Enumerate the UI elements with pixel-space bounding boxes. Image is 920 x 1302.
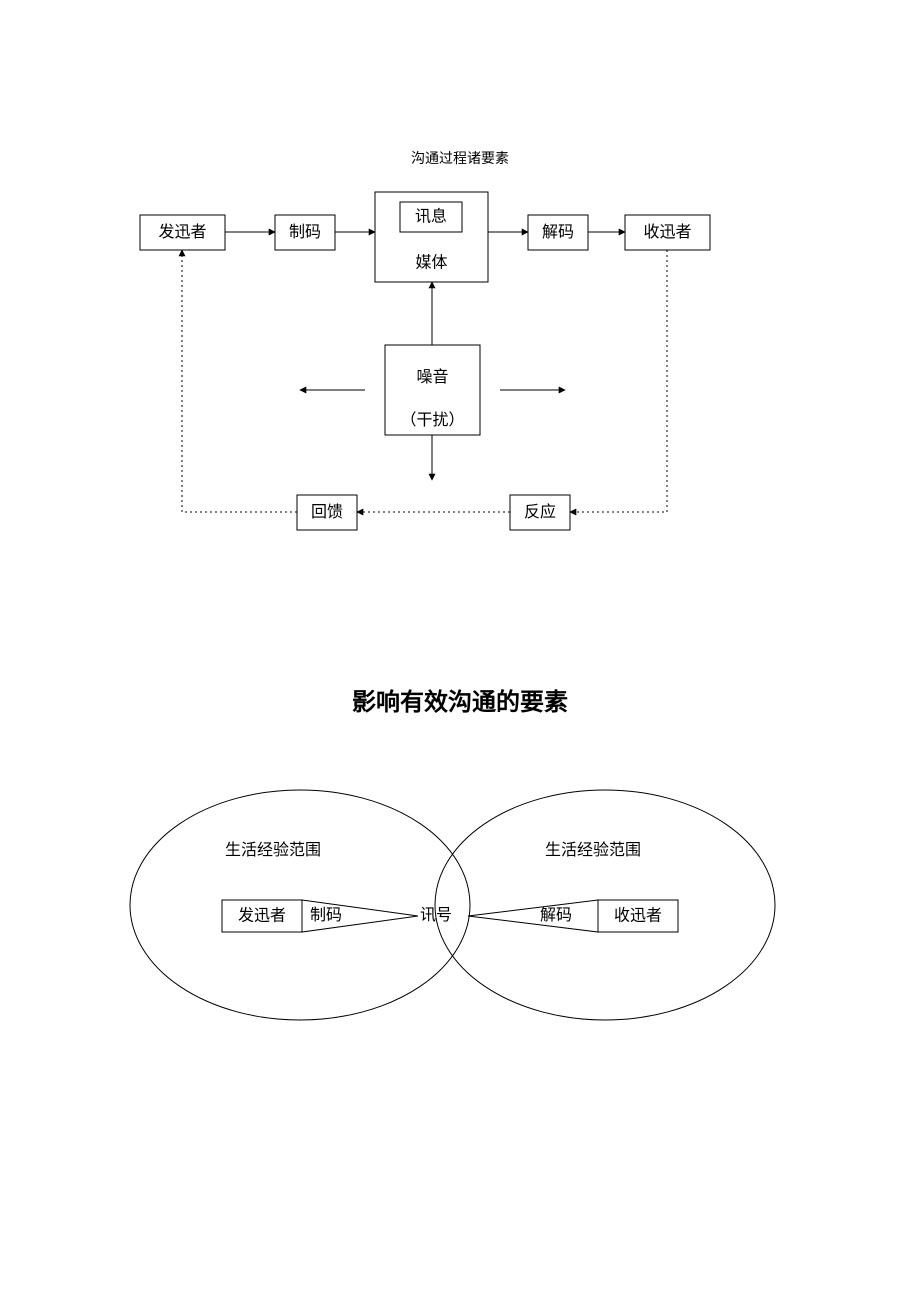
effective-communication-diagram: 发迅者 收迅者 生活经验范围 生活经验范围制码 讯号 解码 [0,740,920,1300]
node-response: 反应 [524,502,556,521]
venn-decode: 解码 [540,906,572,924]
venn-sender: 发迅者 [238,907,286,925]
node-decode: 解码 [542,223,574,241]
node-feedback: 回馈 [311,503,343,521]
node-noise_l1: 噪音 [416,368,448,386]
node-encode: 制码 [289,223,321,241]
venn-scope_left: 生活经验范围 [225,841,321,859]
venn-encode: 制码 [310,906,342,924]
diagram2-title: 影响有效沟通的要素 [0,682,920,717]
node-msg_inner: 讯息 [415,208,447,226]
node-sender: 发迅者 [158,223,206,241]
node-noise_l2: （干扰） [400,411,464,429]
page: 沟通过程诸要素 发迅者制码讯息媒体解码收迅者噪音（干扰）回馈反应 影响有效沟通的… [0,0,920,1302]
communication-process-diagram: 发迅者 制码 讯息媒体 解码 收迅者噪音 （干扰） 回馈 反应 [0,0,920,580]
venn-scope_right: 生活经验范围 [545,841,641,859]
venn-receiver: 收迅者 [614,907,662,925]
venn-signal: 讯号 [420,906,452,924]
node-media_lbl: 媒体 [415,254,447,272]
node-receiver: 收迅者 [643,223,691,241]
